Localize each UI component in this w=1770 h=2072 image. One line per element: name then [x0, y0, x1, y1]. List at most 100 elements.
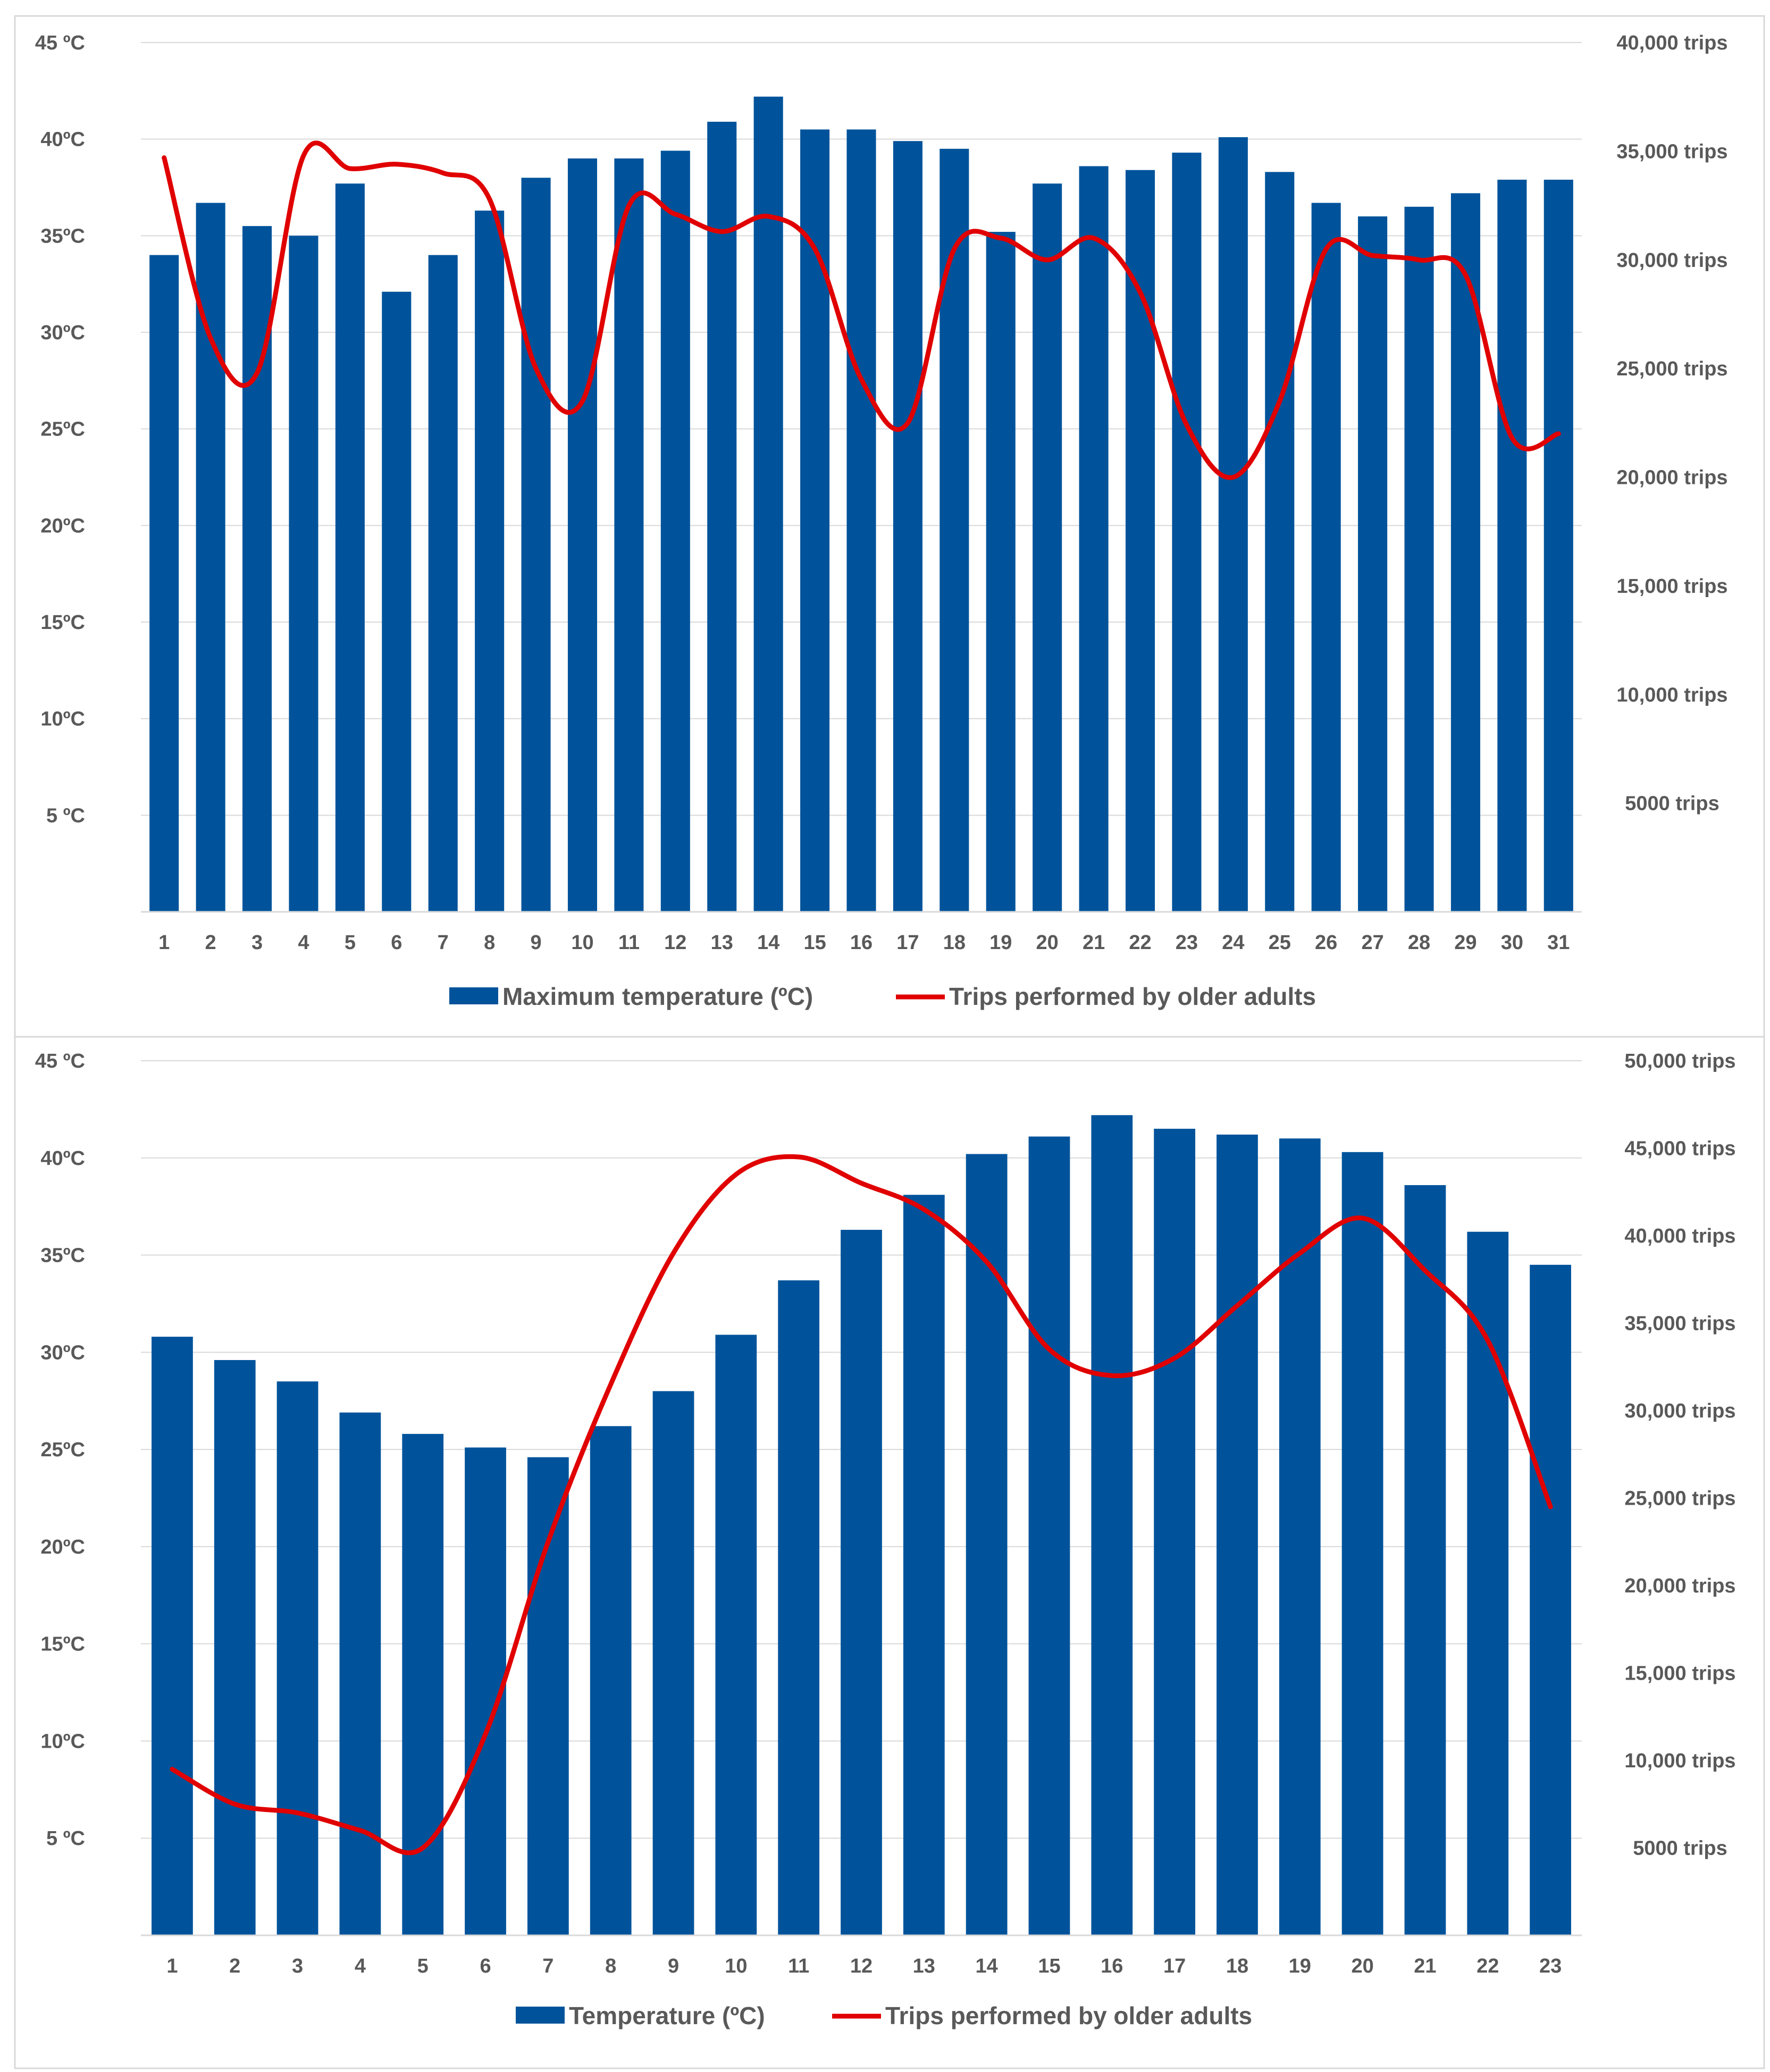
y-axis-right-tick-label: 50,000 trips: [1624, 1050, 1735, 1072]
y-axis-left-tick-label: 35ºC: [40, 1245, 85, 1267]
x-axis-tick-label: 6: [480, 1955, 491, 1977]
temperature-bar: [1079, 166, 1109, 912]
bottom-chart: 5 ºC 10ºC 15ºC 20ºC 25ºC 30ºC 35ºC 40ºC 45 ºC 500…: [0, 1037, 1770, 2072]
y-axis-left-tick-label: 30ºC: [40, 322, 85, 344]
trips-point: [628, 205, 630, 206]
temperature-bar: [1125, 170, 1155, 912]
x-axis-tick-label: 24: [1222, 932, 1244, 954]
temperature-bar: [339, 1412, 381, 1935]
bottom-chart-svg: 5 ºC 10ºC 15ºC 20ºC 25ºC 30ºC 35ºC 40ºC 45 ºC 500…: [14, 1037, 1765, 2069]
x-axis-tick-label: 2: [229, 1955, 240, 1977]
y-axis-right-tick-label: 40,000 trips: [1624, 1225, 1735, 1247]
temperature-bar: [1217, 1134, 1258, 1935]
temperature-bar: [1265, 172, 1295, 912]
temperature-bar: [1218, 137, 1248, 912]
x-axis-tick-label: 16: [1101, 1955, 1123, 1977]
x-axis-tick-label: 5: [345, 932, 356, 954]
x-axis-tick-label: 29: [1454, 932, 1477, 954]
x-axis-tick-label: 11: [618, 932, 640, 954]
x-axis-tick-label: 10: [725, 1955, 747, 1977]
y-axis-left-tick-label: 20ºC: [40, 1536, 85, 1558]
trips-point: [1550, 1506, 1551, 1507]
x-axis-tick-label: 6: [391, 932, 402, 954]
x-axis-tick-label: 3: [292, 1955, 303, 1977]
x-axis-tick-label: 4: [355, 1955, 366, 1977]
x-axis-tick-label: 7: [438, 932, 449, 954]
x-axis-tick-label: 3: [251, 932, 263, 954]
temperature-bar: [1172, 153, 1202, 912]
y-axis-left-tick-label: 45 ºC: [35, 1050, 85, 1072]
x-axis-tick-label: 19: [989, 932, 1012, 954]
temperature-bar: [614, 158, 644, 912]
temperature-bar: [289, 236, 318, 912]
x-axis-tick-label: 8: [484, 932, 495, 954]
x-axis-tick-label: 23: [1176, 932, 1198, 954]
y-axis-left-tick-label: 25ºC: [40, 1439, 85, 1461]
x-axis-tick-label: 18: [943, 932, 966, 954]
temperature-bar: [1404, 1185, 1446, 1935]
chart-border: [14, 1037, 1765, 2069]
temperature-bar: [149, 255, 179, 912]
y-axis-right-tick-label: 30,000 trips: [1616, 249, 1727, 272]
temperature-bar: [1311, 203, 1341, 912]
temperature-bar: [1028, 1136, 1070, 1935]
y-axis-right-tick-label: 5000 trips: [1633, 1838, 1727, 1860]
x-axis-tick-label: 23: [1539, 1955, 1562, 1977]
y-axis-right-tick-label: 30,000 trips: [1624, 1400, 1735, 1422]
top-chart-svg: 5 ºC 10ºC 15ºC 20ºC 25ºC 30ºC 35ºC 40ºC 45 ºC 500…: [14, 15, 1765, 1037]
y-axis-left-tick-label: 5 ºC: [46, 804, 85, 827]
temperature-bar: [841, 1230, 882, 1935]
temperature-bar: [800, 129, 830, 912]
temperature-bar: [402, 1433, 444, 1935]
y-axis-right-tick-label: 40,000 trips: [1616, 32, 1727, 54]
trips-point: [768, 216, 769, 217]
x-axis-tick-label: 1: [166, 1955, 178, 1977]
top-chart: 5 ºC 10ºC 15ºC 20ºC 25ºC 30ºC 35ºC 40ºC 45 ºC 500…: [14, 15, 1765, 1037]
temperature-bar: [1497, 179, 1527, 912]
temperature-bar: [893, 141, 922, 912]
trips-point: [861, 379, 862, 380]
trips-point: [1558, 433, 1559, 434]
temperature-bar: [590, 1426, 632, 1935]
temperature-bar: [1450, 193, 1480, 912]
x-axis-tick-label: 8: [605, 1955, 616, 1977]
x-axis-tick-label: 22: [1477, 1955, 1499, 1977]
trips-point: [1372, 255, 1373, 256]
chart-border: [14, 15, 1765, 1037]
x-axis-tick-label: 14: [757, 932, 779, 954]
x-axis-tick-label: 14: [976, 1955, 998, 1977]
temperature-bar: [1404, 206, 1434, 912]
temperature-bar: [475, 211, 505, 912]
temperature-bar: [152, 1337, 193, 1935]
x-axis-tick-label: 1: [158, 932, 170, 954]
x-axis-tick-label: 18: [1226, 1955, 1248, 1977]
temperature-bar: [428, 255, 458, 912]
temperature-bar: [276, 1381, 318, 1935]
y-axis-right-tick-label: 45,000 trips: [1624, 1138, 1735, 1160]
x-axis-tick-label: 20: [1036, 932, 1059, 954]
legend-bar-label: Maximum temperature (ºC): [502, 983, 813, 1010]
legend-bar-swatch: [449, 987, 498, 1004]
y-axis-left-tick-label: 15ºC: [40, 611, 85, 634]
temperature-bar: [1530, 1264, 1571, 1935]
temperature-bar: [214, 1360, 256, 1935]
x-axis-tick-label: 12: [850, 1955, 873, 1977]
x-axis-tick-label: 11: [788, 1955, 809, 1977]
y-axis-left-tick-label: 5 ºC: [46, 1827, 85, 1850]
temperature-bar: [1154, 1128, 1196, 1935]
y-axis-right-tick-label: 10,000 trips: [1624, 1750, 1735, 1772]
y-axis-left-tick-label: 45 ºC: [35, 32, 85, 54]
trips-point: [1362, 1218, 1363, 1219]
y-axis-right-tick-label: 20,000 trips: [1624, 1575, 1735, 1597]
temperature-bar: [715, 1335, 757, 1935]
x-axis-tick-label: 12: [664, 932, 686, 954]
y-axis-left-tick-label: 40ºC: [40, 1147, 85, 1170]
y-axis-left-tick-label: 25ºC: [40, 418, 85, 441]
x-axis-tick-label: 13: [913, 1955, 935, 1977]
x-axis-tick-label: 17: [896, 932, 919, 954]
x-axis-tick-label: 9: [530, 932, 541, 954]
temperature-bar: [846, 129, 876, 912]
y-axis-right-tick-label: 20,000 trips: [1616, 467, 1727, 489]
temperature-bar: [778, 1280, 820, 1935]
x-axis-tick-label: 7: [542, 1955, 553, 1977]
